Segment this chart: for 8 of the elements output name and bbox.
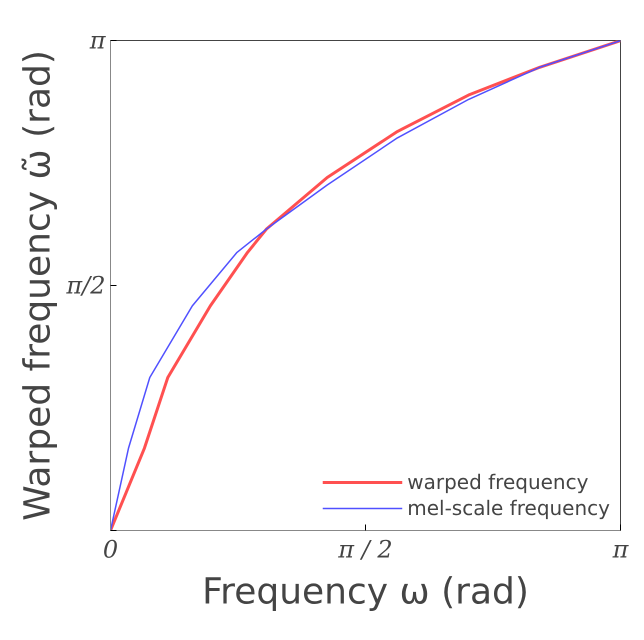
x-tick-label: π	[612, 536, 630, 564]
legend-label: mel-scale frequency	[407, 496, 610, 520]
legend-label: warped frequency	[407, 470, 588, 494]
y-tick-label: π/2	[65, 272, 106, 300]
x-axis-title: Frequency ω (rad)	[202, 572, 529, 612]
x-tick-label: π / 2	[337, 536, 393, 564]
x-tick-label: 0	[102, 536, 118, 564]
y-axis-title: Warped frequency ω̃ (rad)	[17, 50, 58, 521]
